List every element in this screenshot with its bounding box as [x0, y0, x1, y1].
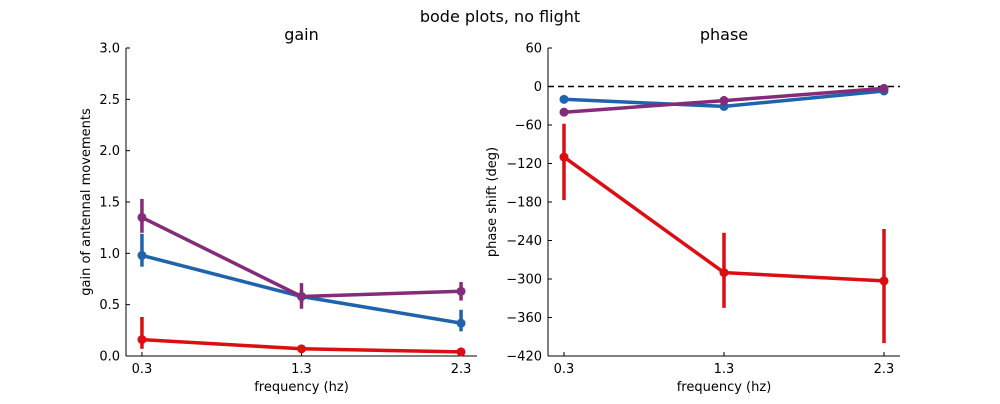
figure-suptitle: bode plots, no flight [420, 7, 580, 26]
data-point [879, 83, 889, 93]
x-tick-label: 2.3 [874, 362, 895, 377]
y-tick-label: −240 [506, 234, 542, 249]
gain-plot: gain 0.0 0.5 1.0 1.5 2.0 2.5 3.0 0.3 1.3 2.3 freque… [79, 25, 477, 395]
y-tick-label: −300 [506, 273, 542, 288]
plot-title: gain [284, 25, 319, 44]
plot-title: phase [700, 25, 748, 44]
phase-plot: phase 60 0 −60 −120 −180 −240 −300 −360 −420 0.3 1.… [485, 25, 900, 395]
data-point [297, 344, 306, 354]
y-tick-label: −360 [506, 311, 542, 326]
y-tick-label: −180 [506, 196, 542, 211]
data-point [879, 276, 889, 286]
y-tick-label: −120 [506, 157, 542, 172]
x-tick-label: 0.3 [554, 362, 575, 377]
data-point [719, 268, 729, 278]
data-point [559, 94, 569, 104]
y-tick-label: 60 [525, 42, 542, 57]
data-point [456, 347, 466, 357]
y-tick-label: 2.0 [99, 144, 120, 159]
y-tick-label: 1.0 [99, 247, 120, 262]
data-point [137, 250, 147, 260]
series-0 [137, 233, 466, 332]
y-tick-label: −420 [506, 350, 542, 365]
data-point [456, 318, 466, 328]
x-tick-label: 2.3 [451, 362, 472, 377]
x-tick-label: 1.3 [714, 362, 735, 377]
series-2 [137, 316, 466, 357]
y-tick-label: 0.5 [99, 298, 120, 313]
y-tick-label: 3.0 [99, 42, 120, 57]
x-tick-label: 1.3 [291, 362, 312, 377]
data-point [719, 96, 729, 106]
y-tick-label: 0 [534, 80, 542, 95]
series-1 [559, 83, 889, 117]
data-point [297, 291, 306, 301]
y-tick-label: −60 [515, 119, 542, 134]
y-axis-label: gain of antennal movements [79, 108, 94, 296]
data-point [137, 335, 147, 345]
series-2 [559, 123, 889, 344]
y-tick-label: 1.5 [99, 196, 120, 211]
data-point [559, 107, 569, 117]
data-point [559, 152, 569, 162]
x-tick-label: 0.3 [132, 362, 153, 377]
y-tick-label: 0.0 [99, 350, 120, 365]
x-axis-label: frequency (hz) [254, 380, 349, 395]
series-1 [137, 198, 466, 309]
data-point [456, 286, 466, 296]
x-axis-label: frequency (hz) [677, 380, 772, 395]
y-tick-label: 2.5 [99, 93, 120, 108]
data-point [137, 212, 147, 222]
y-axis-label: phase shift (deg) [485, 147, 500, 257]
